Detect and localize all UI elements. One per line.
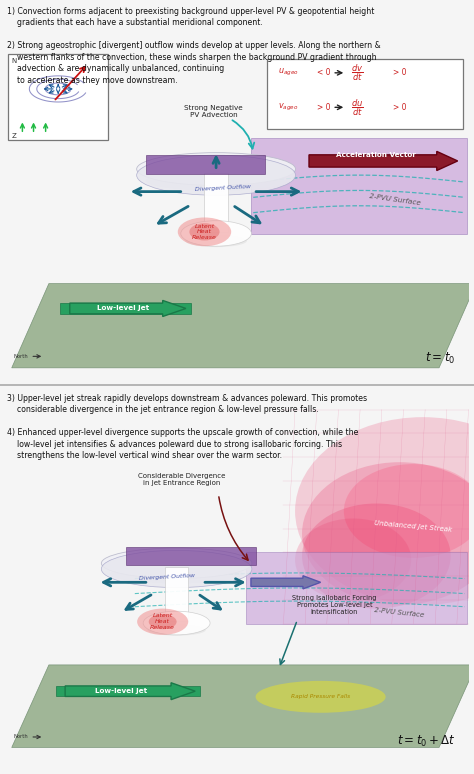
Polygon shape xyxy=(12,665,474,748)
Bar xyxy=(56,686,200,697)
Ellipse shape xyxy=(302,503,451,608)
Ellipse shape xyxy=(295,519,411,601)
Text: N: N xyxy=(12,58,17,64)
Text: 3) Upper-level jet streak rapidly develops downstream & advances poleward. This : 3) Upper-level jet streak rapidly develo… xyxy=(7,394,367,460)
Bar xyxy=(9,53,109,140)
Ellipse shape xyxy=(190,223,219,241)
Ellipse shape xyxy=(178,217,231,246)
Text: Strong Negative
PV Advection: Strong Negative PV Advection xyxy=(184,105,243,118)
Ellipse shape xyxy=(109,565,244,584)
Bar xyxy=(126,547,255,566)
Text: 1) Convection forms adjacent to preexisting background upper-level PV & geopoten: 1) Convection forms adjacent to preexist… xyxy=(7,7,381,84)
Text: Rapid Pressure Falls: Rapid Pressure Falls xyxy=(291,694,350,700)
Text: $t = t_0 + \Delta t$: $t = t_0 + \Delta t$ xyxy=(397,735,456,749)
Text: Divergent Outflow: Divergent Outflow xyxy=(195,183,251,192)
Text: < 0: < 0 xyxy=(317,68,330,77)
Ellipse shape xyxy=(137,608,188,635)
FancyBboxPatch shape xyxy=(267,59,463,128)
Text: Latent
Heat
Release: Latent Heat Release xyxy=(150,614,175,630)
Ellipse shape xyxy=(255,681,386,713)
Text: Low-level Jet: Low-level Jet xyxy=(97,306,149,311)
Text: $\dfrac{du}{dt}$: $\dfrac{du}{dt}$ xyxy=(351,97,364,118)
Text: Considerable Divergence
in Jet Entrance Region: Considerable Divergence in Jet Entrance … xyxy=(137,474,225,486)
Text: $v_{ageo}$: $v_{ageo}$ xyxy=(278,101,298,113)
Text: North: North xyxy=(13,354,28,359)
Text: Strong Isallobaric Forcing
Promotes Low-level Jet
Intensification: Strong Isallobaric Forcing Promotes Low-… xyxy=(292,595,377,615)
Bar xyxy=(204,173,228,231)
Ellipse shape xyxy=(143,611,210,635)
Bar xyxy=(146,156,265,174)
Ellipse shape xyxy=(302,462,474,604)
Text: Divergent Outflow: Divergent Outflow xyxy=(139,573,195,580)
Text: Unbalanced Jet Streak: Unbalanced Jet Streak xyxy=(374,519,453,533)
Ellipse shape xyxy=(137,152,295,186)
Ellipse shape xyxy=(101,550,252,587)
Text: > 0: > 0 xyxy=(392,68,406,77)
Bar xyxy=(165,567,188,622)
Ellipse shape xyxy=(344,464,474,558)
Ellipse shape xyxy=(146,171,287,190)
Text: 2-PVU Surface: 2-PVU Surface xyxy=(369,193,421,206)
FancyArrow shape xyxy=(70,300,186,317)
Ellipse shape xyxy=(181,221,251,246)
Polygon shape xyxy=(246,553,467,624)
Ellipse shape xyxy=(101,548,252,578)
Polygon shape xyxy=(12,283,474,368)
Ellipse shape xyxy=(295,417,474,604)
Text: > 0: > 0 xyxy=(317,103,330,111)
Text: $u_{ageo}$: $u_{ageo}$ xyxy=(278,67,299,78)
Text: Latent
Heat
Release: Latent Heat Release xyxy=(192,224,217,240)
FancyArrow shape xyxy=(251,576,320,589)
Text: Z: Z xyxy=(12,133,17,139)
FancyArrow shape xyxy=(65,683,195,700)
Ellipse shape xyxy=(149,615,177,629)
Text: Low-level Jet: Low-level Jet xyxy=(95,688,147,694)
Ellipse shape xyxy=(147,624,206,635)
FancyArrow shape xyxy=(309,152,457,170)
Polygon shape xyxy=(251,138,467,234)
Ellipse shape xyxy=(137,156,295,195)
Text: > 0: > 0 xyxy=(392,103,406,111)
Text: $\dfrac{dv}{dt}$: $\dfrac{dv}{dt}$ xyxy=(351,63,363,83)
Text: 2-PVU Surface: 2-PVU Surface xyxy=(374,607,425,618)
Bar xyxy=(61,303,191,313)
Text: North: North xyxy=(13,735,28,739)
Text: $t = t_0$: $t = t_0$ xyxy=(425,351,456,366)
Text: Acceleration Vector: Acceleration Vector xyxy=(337,152,416,158)
Ellipse shape xyxy=(185,235,247,247)
